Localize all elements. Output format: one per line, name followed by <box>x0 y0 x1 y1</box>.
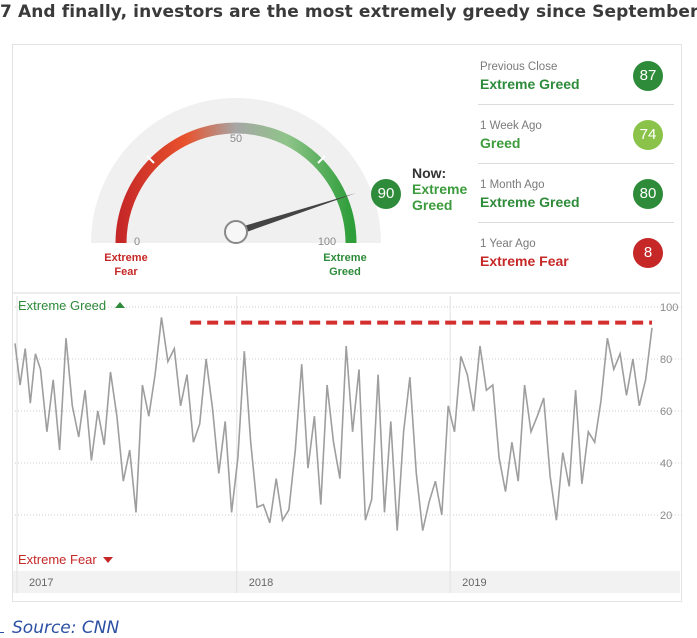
y-tick-label: 80 <box>660 354 672 366</box>
history-label: 1 Year Ago <box>480 238 536 250</box>
history-label: 1 Month Ago <box>480 179 545 191</box>
now-rating: Now: Extreme Greed <box>412 165 474 213</box>
triangle-down-icon <box>103 557 113 563</box>
gauge-hub <box>224 220 248 244</box>
history-badge: 8 <box>633 238 663 268</box>
x-axis-band <box>13 571 680 593</box>
gauge-background <box>91 98 381 243</box>
fear-greed-gauge: 0 50 100 Extreme Fear Extreme Greed <box>91 98 381 278</box>
history-previous-close: Previous Close Extreme Greed 87 <box>478 46 674 105</box>
history-rating: Extreme Fear <box>480 253 569 269</box>
gauge-tick-75 <box>317 155 326 164</box>
extreme-fear-axis-label: Extreme Fear <box>18 552 97 567</box>
y-tick-label: 40 <box>660 458 672 470</box>
history-rating: Extreme Greed <box>480 76 580 92</box>
gauge-right-label-2: Greed <box>329 266 361 278</box>
extreme-greed-axis-label: Extreme Greed <box>18 298 106 313</box>
history-badge: 87 <box>633 61 663 91</box>
history-1-year-ago: 1 Year Ago Extreme Fear 8 <box>478 223 674 281</box>
history-badge: 74 <box>633 120 663 150</box>
y-tick-label: 60 <box>660 406 672 418</box>
history-rating: Extreme Greed <box>480 194 580 210</box>
gauge-arc <box>115 122 357 244</box>
gauge-left-label-1: Extreme <box>104 252 147 264</box>
now-rating-line-1: Extreme <box>412 181 468 197</box>
series-line <box>14 317 653 531</box>
page-title: 7 And finally, investors are the most ex… <box>0 2 697 22</box>
history-label: Previous Close <box>480 61 558 73</box>
source-caption: Source: CNN <box>12 618 120 638</box>
history-1-week-ago: 1 Week Ago Greed 74 <box>478 105 674 164</box>
gauge-label-50: 50 <box>230 133 242 145</box>
x-tick-label: 2017 <box>29 577 53 589</box>
history-1-month-ago: 1 Month Ago Extreme Greed 80 <box>478 164 674 223</box>
gauge-left-label-2: Fear <box>114 266 138 278</box>
history-line-chart: 20 40 60 80 100 2017 2018 2019 Extreme Greed E… <box>13 292 682 593</box>
x-tick-label: 2019 <box>462 577 486 589</box>
gauge-label-100: 100 <box>318 236 336 248</box>
history-label: 1 Week Ago <box>480 120 542 132</box>
source-marker <box>0 632 4 633</box>
now-rating-line-2: Greed <box>412 197 453 213</box>
y-tick-label: 20 <box>660 510 672 522</box>
gauge-label-0: 0 <box>134 236 140 248</box>
now-head: Now: <box>412 165 447 181</box>
triangle-up-icon <box>115 302 125 308</box>
y-tick-label: 100 <box>660 302 678 314</box>
gauge-tick-25 <box>146 155 155 164</box>
gauge-needle <box>234 193 356 236</box>
history-badge: 80 <box>633 179 663 209</box>
x-tick-label: 2018 <box>249 577 273 589</box>
now-value-badge: 90 <box>371 179 401 209</box>
history-rating: Greed <box>480 135 521 151</box>
gauge-right-label-1: Extreme <box>323 252 366 264</box>
